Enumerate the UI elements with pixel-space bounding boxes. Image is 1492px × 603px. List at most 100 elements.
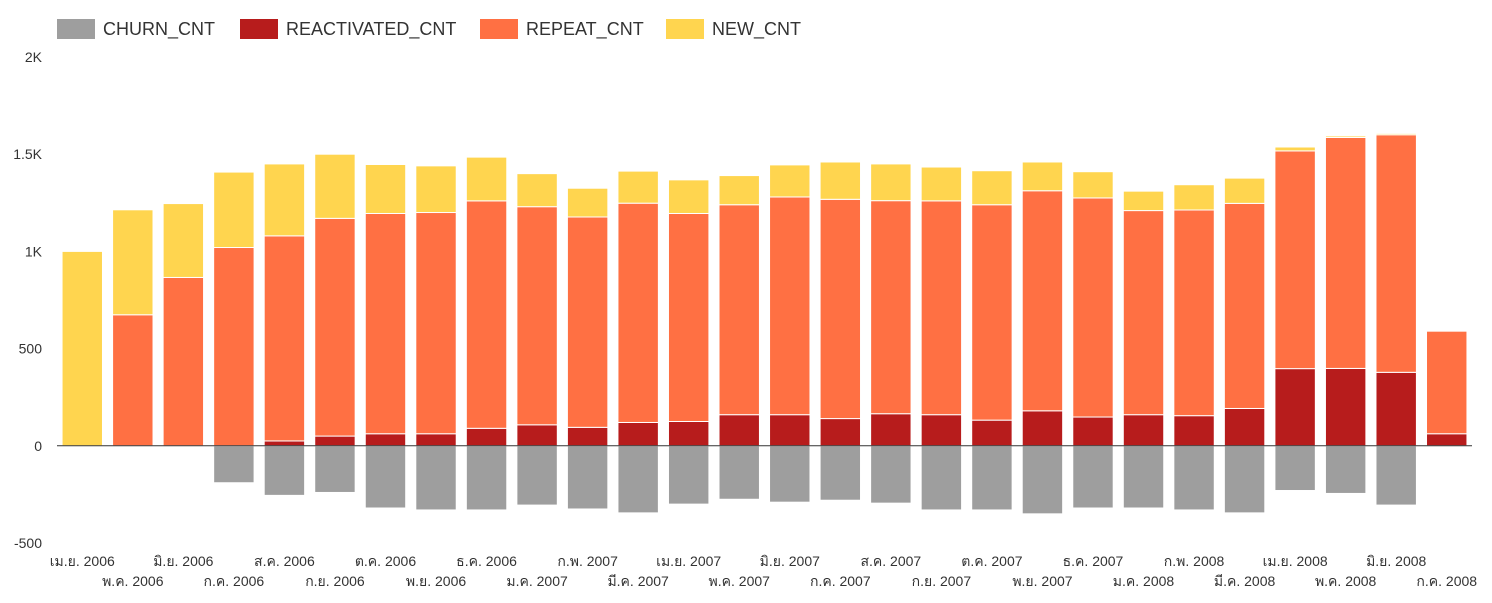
bar-segment[interactable] [1021, 190, 1064, 412]
bar-segment[interactable] [1324, 136, 1367, 369]
bar-segment[interactable] [870, 445, 912, 504]
bar-segment[interactable] [617, 202, 659, 423]
bar-segment[interactable] [718, 175, 760, 206]
bar-segment[interactable] [1426, 329, 1468, 332]
bar-segment[interactable] [1223, 202, 1266, 409]
bar-segment[interactable] [971, 419, 1013, 447]
bar-segment[interactable] [314, 445, 356, 493]
bar-segment[interactable] [1072, 416, 1114, 447]
bar-segment[interactable] [1173, 415, 1215, 447]
bar-segment[interactable] [1173, 209, 1215, 417]
bar-segment[interactable] [314, 217, 356, 437]
bar-segment[interactable] [920, 200, 963, 416]
bar-segment[interactable] [870, 163, 912, 202]
bar-segment[interactable] [1274, 368, 1316, 447]
bar-segment[interactable] [769, 414, 811, 447]
bar-segment[interactable] [971, 445, 1013, 511]
bar-segment[interactable] [667, 445, 710, 505]
bar-segment[interactable] [364, 164, 407, 214]
bar-segment[interactable] [920, 445, 963, 511]
bar-segment[interactable] [213, 247, 255, 447]
bar-segment[interactable] [516, 445, 558, 506]
bar-segment[interactable] [1122, 414, 1165, 447]
bar-segment[interactable] [718, 445, 760, 500]
bar-segment[interactable] [920, 414, 963, 447]
bar-segment[interactable] [213, 171, 255, 249]
bar-segment[interactable] [314, 435, 356, 447]
bar-segment[interactable] [263, 440, 306, 447]
bar-segment[interactable] [971, 204, 1013, 421]
bar-segment[interactable] [415, 165, 457, 214]
bar-segment[interactable] [1223, 177, 1266, 204]
bar-segment[interactable] [1173, 184, 1215, 211]
bar-segment[interactable] [667, 421, 710, 447]
bar-segment[interactable] [819, 445, 862, 501]
bar-segment[interactable] [1173, 445, 1215, 511]
bar-segment[interactable] [718, 204, 760, 416]
bar-segment[interactable] [1324, 445, 1367, 494]
bar-segment[interactable] [465, 445, 508, 511]
bar-segment[interactable] [971, 170, 1013, 206]
bar-segment[interactable] [415, 433, 457, 447]
bar-segment[interactable] [1426, 330, 1468, 435]
bar-segment[interactable] [1072, 171, 1114, 199]
bar-segment[interactable] [112, 314, 154, 447]
bar-segment[interactable] [263, 163, 306, 237]
bar-segment[interactable] [415, 445, 457, 511]
bar-segment[interactable] [364, 433, 407, 447]
bar-segment[interactable] [870, 413, 912, 447]
bar-segment[interactable] [1274, 445, 1316, 492]
bar-segment[interactable] [667, 212, 710, 422]
bar-segment[interactable] [61, 250, 103, 447]
bar-segment[interactable] [1274, 146, 1316, 152]
bar-segment[interactable] [769, 445, 811, 503]
bar-segment[interactable] [1375, 132, 1417, 136]
bar-segment[interactable] [617, 170, 659, 204]
bar-segment[interactable] [1375, 371, 1417, 447]
bar-segment[interactable] [1122, 190, 1165, 212]
bar-segment[interactable] [112, 209, 154, 316]
bar-segment[interactable] [415, 212, 457, 435]
bar-segment[interactable] [465, 156, 508, 202]
bar-segment[interactable] [920, 166, 963, 202]
bar-segment[interactable] [1223, 445, 1266, 514]
bar-segment[interactable] [566, 445, 609, 510]
bar-segment[interactable] [516, 173, 558, 208]
bar-segment[interactable] [1021, 410, 1064, 447]
bar-segment[interactable] [769, 196, 811, 416]
bar-segment[interactable] [819, 161, 862, 200]
bar-segment[interactable] [1274, 150, 1316, 370]
bar-segment[interactable] [1223, 407, 1266, 447]
bar-segment[interactable] [162, 203, 205, 278]
legend-item[interactable]: REPEAT_CNT [480, 19, 644, 40]
bar-segment[interactable] [364, 212, 407, 435]
bar-segment[interactable] [667, 179, 710, 214]
bar-segment[interactable] [263, 445, 306, 496]
bar-segment[interactable] [819, 418, 862, 447]
legend-item[interactable]: CHURN_CNT [57, 19, 215, 40]
bar-segment[interactable] [1072, 197, 1114, 418]
legend-item[interactable]: NEW_CNT [666, 19, 801, 40]
bar-segment[interactable] [364, 445, 407, 509]
bar-segment[interactable] [819, 198, 862, 420]
bar-segment[interactable] [263, 235, 306, 442]
bar-segment[interactable] [718, 414, 760, 447]
bar-segment[interactable] [617, 421, 659, 447]
bar-segment[interactable] [566, 426, 609, 447]
bar-segment[interactable] [1021, 161, 1064, 192]
bar-segment[interactable] [1324, 367, 1367, 447]
bar-segment[interactable] [1122, 445, 1165, 509]
bar-segment[interactable] [465, 427, 508, 447]
bar-segment[interactable] [516, 424, 558, 447]
bar-segment[interactable] [1324, 135, 1367, 138]
bar-segment[interactable] [1072, 445, 1114, 509]
bar-segment[interactable] [465, 200, 508, 429]
bar-segment[interactable] [516, 206, 558, 426]
bar-segment[interactable] [1426, 433, 1468, 447]
bar-segment[interactable] [617, 445, 659, 514]
bar-segment[interactable] [1375, 445, 1417, 506]
bar-segment[interactable] [870, 200, 912, 415]
bar-segment[interactable] [566, 216, 609, 428]
bar-segment[interactable] [1122, 210, 1165, 416]
legend-item[interactable]: REACTIVATED_CNT [240, 19, 456, 40]
